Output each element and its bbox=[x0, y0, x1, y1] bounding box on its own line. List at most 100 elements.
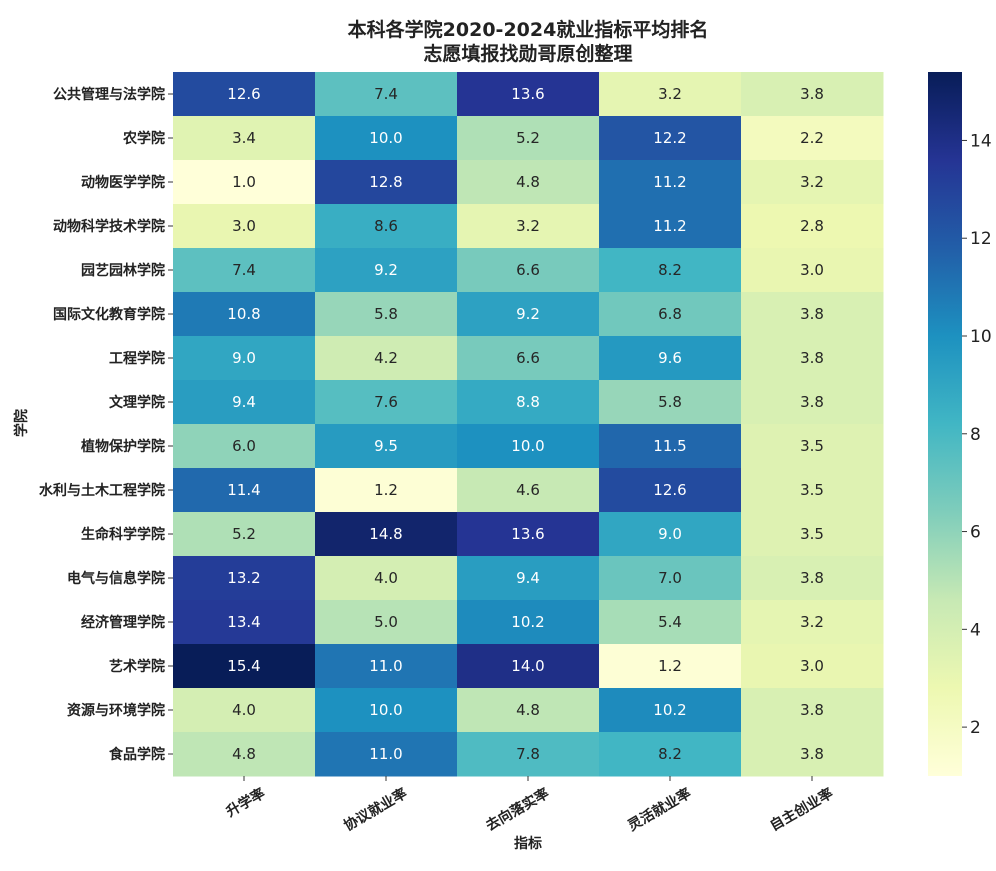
heatmap-cell bbox=[599, 688, 742, 733]
cell-value-label: 3.0 bbox=[232, 217, 256, 235]
cell-value-label: 2.8 bbox=[800, 217, 824, 235]
x-tick-label: 自主创业率 bbox=[767, 785, 836, 835]
heatmap-cell bbox=[315, 732, 458, 777]
heatmap-cell bbox=[741, 468, 884, 513]
cell-value-label: 10.0 bbox=[369, 701, 402, 719]
heatmap-cell bbox=[599, 424, 742, 469]
cell-value-label: 10.2 bbox=[653, 701, 686, 719]
heatmap-cell bbox=[315, 248, 458, 293]
cell-value-label: 6.6 bbox=[516, 261, 540, 279]
y-tick-label: 农学院 bbox=[122, 130, 165, 147]
heatmap-cell bbox=[741, 292, 884, 337]
cell-value-label: 3.8 bbox=[800, 745, 824, 763]
cell-value-label: 4.2 bbox=[374, 349, 398, 367]
cell-value-label: 7.6 bbox=[374, 393, 398, 411]
y-tick-label: 公共管理与法学院 bbox=[53, 86, 165, 103]
heatmap-cell bbox=[741, 424, 884, 469]
y-tick-label: 动物医学学院 bbox=[81, 174, 165, 191]
y-tick-labels: 公共管理与法学院农学院动物医学学院动物科学技术学院园艺园林学院国际文化教育学院工… bbox=[39, 86, 173, 763]
cell-value-label: 3.8 bbox=[800, 349, 824, 367]
heatmap-cell bbox=[457, 600, 600, 645]
heatmap-cell bbox=[741, 336, 884, 381]
cell-value-label: 9.0 bbox=[658, 525, 682, 543]
y-tick-label: 资源与环境学院 bbox=[67, 702, 165, 719]
cell-value-label: 8.2 bbox=[658, 745, 682, 763]
heatmap-cell bbox=[457, 248, 600, 293]
y-tick-label: 食品学院 bbox=[109, 746, 165, 763]
heatmap-cell bbox=[173, 600, 316, 645]
heatmap-cell bbox=[315, 336, 458, 381]
cell-value-label: 11.2 bbox=[653, 217, 686, 235]
cell-value-label: 14.8 bbox=[369, 525, 402, 543]
cell-value-label: 3.5 bbox=[800, 525, 824, 543]
y-tick-label: 国际文化教育学院 bbox=[53, 306, 165, 323]
colorbar-tick-label: 10 bbox=[970, 327, 992, 347]
cell-value-label: 4.8 bbox=[232, 745, 256, 763]
heatmap-cell bbox=[741, 248, 884, 293]
cell-value-label: 9.2 bbox=[374, 261, 398, 279]
cell-value-label: 12.2 bbox=[653, 129, 686, 147]
heatmap-cell bbox=[173, 688, 316, 733]
x-tick-label: 灵活就业率 bbox=[625, 785, 694, 835]
heatmap-cell bbox=[173, 424, 316, 469]
y-tick-label: 经济管理学院 bbox=[81, 614, 165, 631]
cell-value-label: 12.6 bbox=[227, 85, 260, 103]
heatmap-cell bbox=[173, 468, 316, 513]
cell-value-label: 11.2 bbox=[653, 173, 686, 191]
heatmap-cell bbox=[457, 204, 600, 249]
cell-value-label: 3.0 bbox=[800, 657, 824, 675]
y-tick-label: 园艺园林学院 bbox=[81, 262, 165, 279]
cell-value-label: 3.8 bbox=[800, 701, 824, 719]
cell-value-label: 4.6 bbox=[516, 481, 540, 499]
heatmap-cell bbox=[457, 688, 600, 733]
cell-value-label: 5.4 bbox=[658, 613, 682, 631]
cell-annotations: 12.6 7.4 13.6 3.2 3.8 3.4 10.0 5.2 12.2 2.2 1.0 12.… bbox=[227, 85, 824, 763]
cell-value-label: 13.6 bbox=[511, 85, 544, 103]
x-tick-labels: 升学率 协议就业率 去向落实率 灵活就业率 自主创业率 bbox=[223, 776, 836, 834]
cell-value-label: 8.2 bbox=[658, 261, 682, 279]
x-axis-label: 指标 bbox=[514, 835, 542, 852]
heatmap-cell bbox=[599, 336, 742, 381]
heatmap-cell bbox=[173, 292, 316, 337]
heatmap-cell bbox=[173, 160, 316, 205]
heatmap-cell bbox=[599, 292, 742, 337]
colorbar: 2 4 6 8 10 12 14 bbox=[928, 72, 992, 776]
y-tick-label: 水利与土木工程学院 bbox=[39, 482, 165, 499]
cell-value-label: 1.2 bbox=[374, 481, 398, 499]
heatmap-cell bbox=[173, 248, 316, 293]
cell-value-label: 8.6 bbox=[374, 217, 398, 235]
heatmap-cells bbox=[173, 72, 884, 777]
cell-value-label: 15.4 bbox=[227, 657, 260, 675]
cell-value-label: 2.2 bbox=[800, 129, 824, 147]
cell-value-label: 1.2 bbox=[658, 657, 682, 675]
cell-value-label: 8.8 bbox=[516, 393, 540, 411]
y-tick-label: 艺术学院 bbox=[109, 658, 165, 675]
cell-value-label: 4.0 bbox=[232, 701, 256, 719]
cell-value-label: 3.8 bbox=[800, 569, 824, 587]
y-tick-label: 电气与信息学院 bbox=[67, 570, 165, 587]
heatmap-cell bbox=[315, 424, 458, 469]
cell-value-label: 3.8 bbox=[800, 393, 824, 411]
cell-value-label: 5.0 bbox=[374, 613, 398, 631]
colorbar-gradient bbox=[928, 72, 962, 776]
cell-value-label: 14.0 bbox=[511, 657, 544, 675]
cell-value-label: 4.8 bbox=[516, 701, 540, 719]
heatmap-cell bbox=[599, 600, 742, 645]
heatmap-cell bbox=[457, 380, 600, 425]
y-axis-label: 学院 bbox=[13, 409, 30, 437]
cell-value-label: 3.5 bbox=[800, 437, 824, 455]
cell-value-label: 7.0 bbox=[658, 569, 682, 587]
cell-value-label: 3.4 bbox=[232, 129, 256, 147]
heatmap-cell bbox=[315, 688, 458, 733]
colorbar-tick-label: 14 bbox=[970, 131, 992, 151]
x-tick-label: 协议就业率 bbox=[341, 785, 410, 835]
heatmap-cell bbox=[173, 512, 316, 557]
cell-value-label: 11.4 bbox=[227, 481, 260, 499]
cell-value-label: 9.5 bbox=[374, 437, 398, 455]
cell-value-label: 10.8 bbox=[227, 305, 260, 323]
cell-value-label: 3.0 bbox=[800, 261, 824, 279]
heatmap-cell bbox=[457, 292, 600, 337]
heatmap-cell bbox=[173, 336, 316, 381]
heatmap-cell bbox=[457, 468, 600, 513]
heatmap-cell bbox=[741, 160, 884, 205]
